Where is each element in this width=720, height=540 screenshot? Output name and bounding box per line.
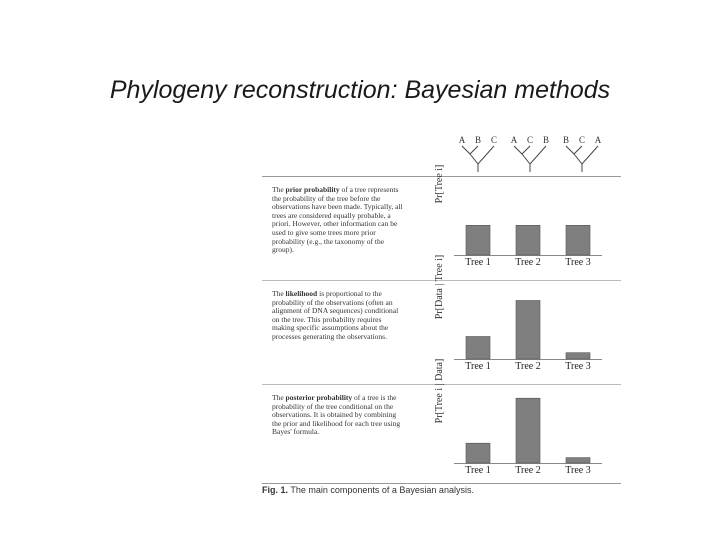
prior-panel: The prior probability of a tree represen… <box>262 165 621 276</box>
bar-tree-2 <box>515 300 541 360</box>
tree-leaf-label: A <box>595 135 602 145</box>
tick-label: Tree 2 <box>515 465 541 476</box>
likelihood-bar-chart <box>454 300 602 360</box>
figure-frame <box>262 176 621 484</box>
tick-label: Tree 1 <box>465 257 491 268</box>
tree-leaf-label: B <box>563 135 569 145</box>
posterior-bar-chart <box>454 397 602 464</box>
tree-branches <box>513 145 547 172</box>
tree-leaf-label: C <box>579 135 585 145</box>
bar-tree-3 <box>565 224 591 256</box>
tree-leaf-label: B <box>475 135 481 145</box>
figure-caption: Fig. 1. The main components of a Bayesia… <box>262 485 474 495</box>
bar-tree-1 <box>465 442 491 464</box>
prior-bar-chart <box>454 224 602 256</box>
tick-label: Tree 2 <box>515 257 541 268</box>
likelihood-y-axis-label: Pr[Data | Tree i] <box>434 254 445 320</box>
tree-leaf-label: B <box>543 135 549 145</box>
tick-label: Tree 3 <box>565 465 591 476</box>
tree-leaf-label: C <box>491 135 497 145</box>
bar-tree-2 <box>515 397 541 464</box>
tick-label: Tree 3 <box>565 361 591 372</box>
posterior-panel: The posterior probability of a tree is t… <box>262 359 621 484</box>
tick-label: Tree 1 <box>465 465 491 476</box>
bar-tree-3 <box>565 352 591 360</box>
tick-label: Tree 2 <box>515 361 541 372</box>
tick-label: Tree 1 <box>465 361 491 372</box>
slide-title: Phylogeny reconstruction: Bayesian metho… <box>109 76 611 104</box>
prior-y-axis-label: Pr[Tree i] <box>434 164 445 204</box>
bar-tree-1 <box>465 336 491 360</box>
tree-leaf-label: A <box>459 135 466 145</box>
posterior-y-axis-label: Pr[Tree i | Data] <box>434 358 445 424</box>
panel-divider <box>262 384 621 385</box>
tick-label: Tree 3 <box>565 257 591 268</box>
bar-tree-2 <box>515 224 541 256</box>
panel-divider <box>262 280 621 281</box>
likelihood-panel: The likelihood is proportional to the pr… <box>262 255 621 380</box>
posterior-description: The posterior probability of a tree is t… <box>272 393 401 437</box>
likelihood-description: The likelihood is proportional to the pr… <box>272 289 399 341</box>
tree-leaf-label: A <box>511 135 518 145</box>
prior-description: The prior probability of a tree represen… <box>272 185 403 255</box>
bar-tree-1 <box>465 224 491 256</box>
tree-branches <box>565 145 599 172</box>
tree-leaf-label: C <box>527 135 533 145</box>
bar-tree-3 <box>565 457 591 464</box>
tree-branches <box>461 145 495 172</box>
